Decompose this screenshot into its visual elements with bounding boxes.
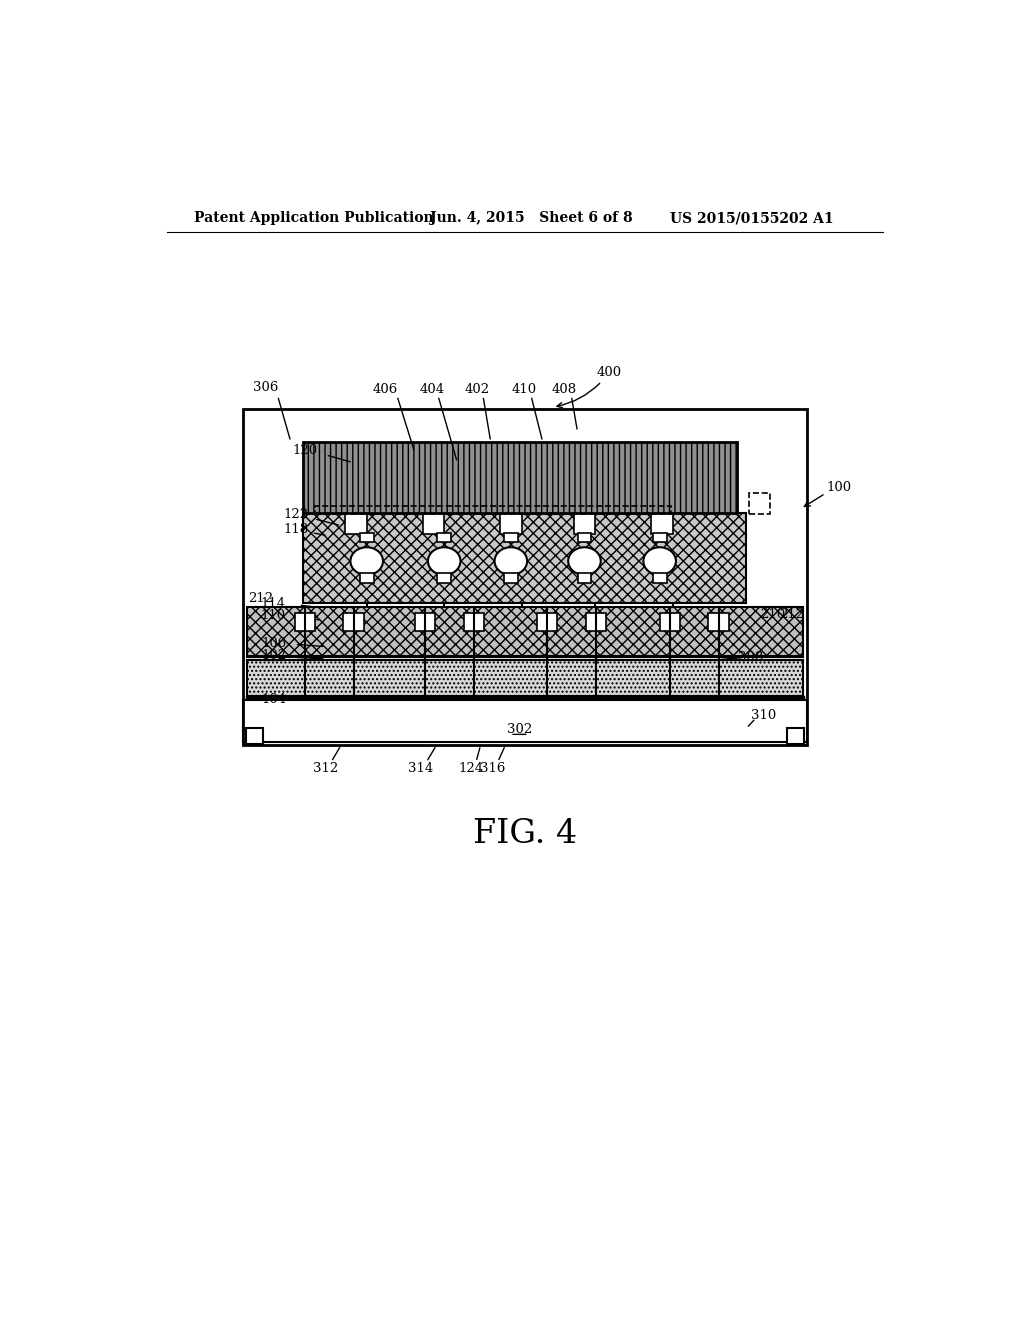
Bar [247, 607, 803, 656]
Text: 118: 118 [284, 523, 309, 536]
Text: Jun. 4, 2015   Sheet 6 of 8: Jun. 4, 2015 Sheet 6 of 8 [430, 211, 633, 226]
Text: 312: 312 [313, 762, 338, 775]
Text: 100: 100 [827, 482, 852, 495]
Bar [652, 573, 667, 582]
Bar [359, 573, 374, 582]
Bar [359, 533, 374, 543]
Text: 316: 316 [479, 762, 505, 775]
Bar [749, 492, 770, 515]
Text: 308: 308 [738, 651, 764, 664]
Text: 302: 302 [507, 723, 532, 737]
Text: FIG. 4: FIG. 4 [473, 818, 577, 850]
Bar [578, 573, 592, 582]
Bar [303, 512, 746, 603]
Text: 408: 408 [552, 383, 577, 396]
Text: 212: 212 [779, 607, 805, 620]
Text: 122: 122 [284, 508, 309, 521]
Text: 310: 310 [751, 709, 776, 722]
Ellipse shape [643, 548, 676, 576]
Text: 210: 210 [760, 607, 785, 620]
Text: 402: 402 [464, 383, 489, 396]
Bar [343, 612, 364, 631]
Ellipse shape [350, 548, 383, 576]
Bar [786, 729, 804, 743]
Text: 120: 120 [292, 445, 317, 458]
Bar [247, 660, 803, 696]
Bar [504, 573, 518, 582]
Bar [295, 612, 314, 631]
Text: Patent Application Publication: Patent Application Publication [194, 211, 433, 226]
Bar [437, 573, 452, 582]
Bar [573, 515, 595, 535]
Bar [586, 612, 606, 631]
Bar [500, 515, 521, 535]
Bar [314, 507, 672, 515]
Bar [345, 515, 367, 535]
Text: 400: 400 [557, 366, 622, 408]
Ellipse shape [495, 548, 527, 576]
Text: 106: 106 [261, 638, 287, 649]
Bar [464, 612, 483, 631]
Bar [437, 533, 452, 543]
Bar [538, 612, 557, 631]
Bar [243, 409, 807, 744]
Bar [652, 533, 667, 543]
Bar [651, 515, 673, 535]
Text: 306: 306 [253, 381, 279, 395]
Bar [303, 442, 737, 512]
Text: 102: 102 [261, 649, 287, 663]
Bar [243, 700, 807, 742]
Text: 212: 212 [248, 593, 273, 606]
Text: 406: 406 [373, 383, 398, 396]
Bar [246, 729, 263, 743]
Bar [415, 612, 435, 631]
Text: 104: 104 [261, 693, 287, 706]
Bar [659, 612, 680, 631]
Bar [709, 612, 729, 631]
Ellipse shape [428, 548, 461, 576]
Text: 124: 124 [459, 762, 484, 775]
Bar [423, 515, 444, 535]
Text: 114: 114 [260, 597, 286, 610]
Text: 314: 314 [409, 762, 433, 775]
Ellipse shape [568, 548, 601, 576]
Text: 404: 404 [419, 383, 444, 396]
Text: 110: 110 [260, 609, 286, 622]
Text: US 2015/0155202 A1: US 2015/0155202 A1 [671, 211, 835, 226]
Bar [504, 533, 518, 543]
Text: 410: 410 [511, 383, 537, 396]
Bar [578, 533, 592, 543]
